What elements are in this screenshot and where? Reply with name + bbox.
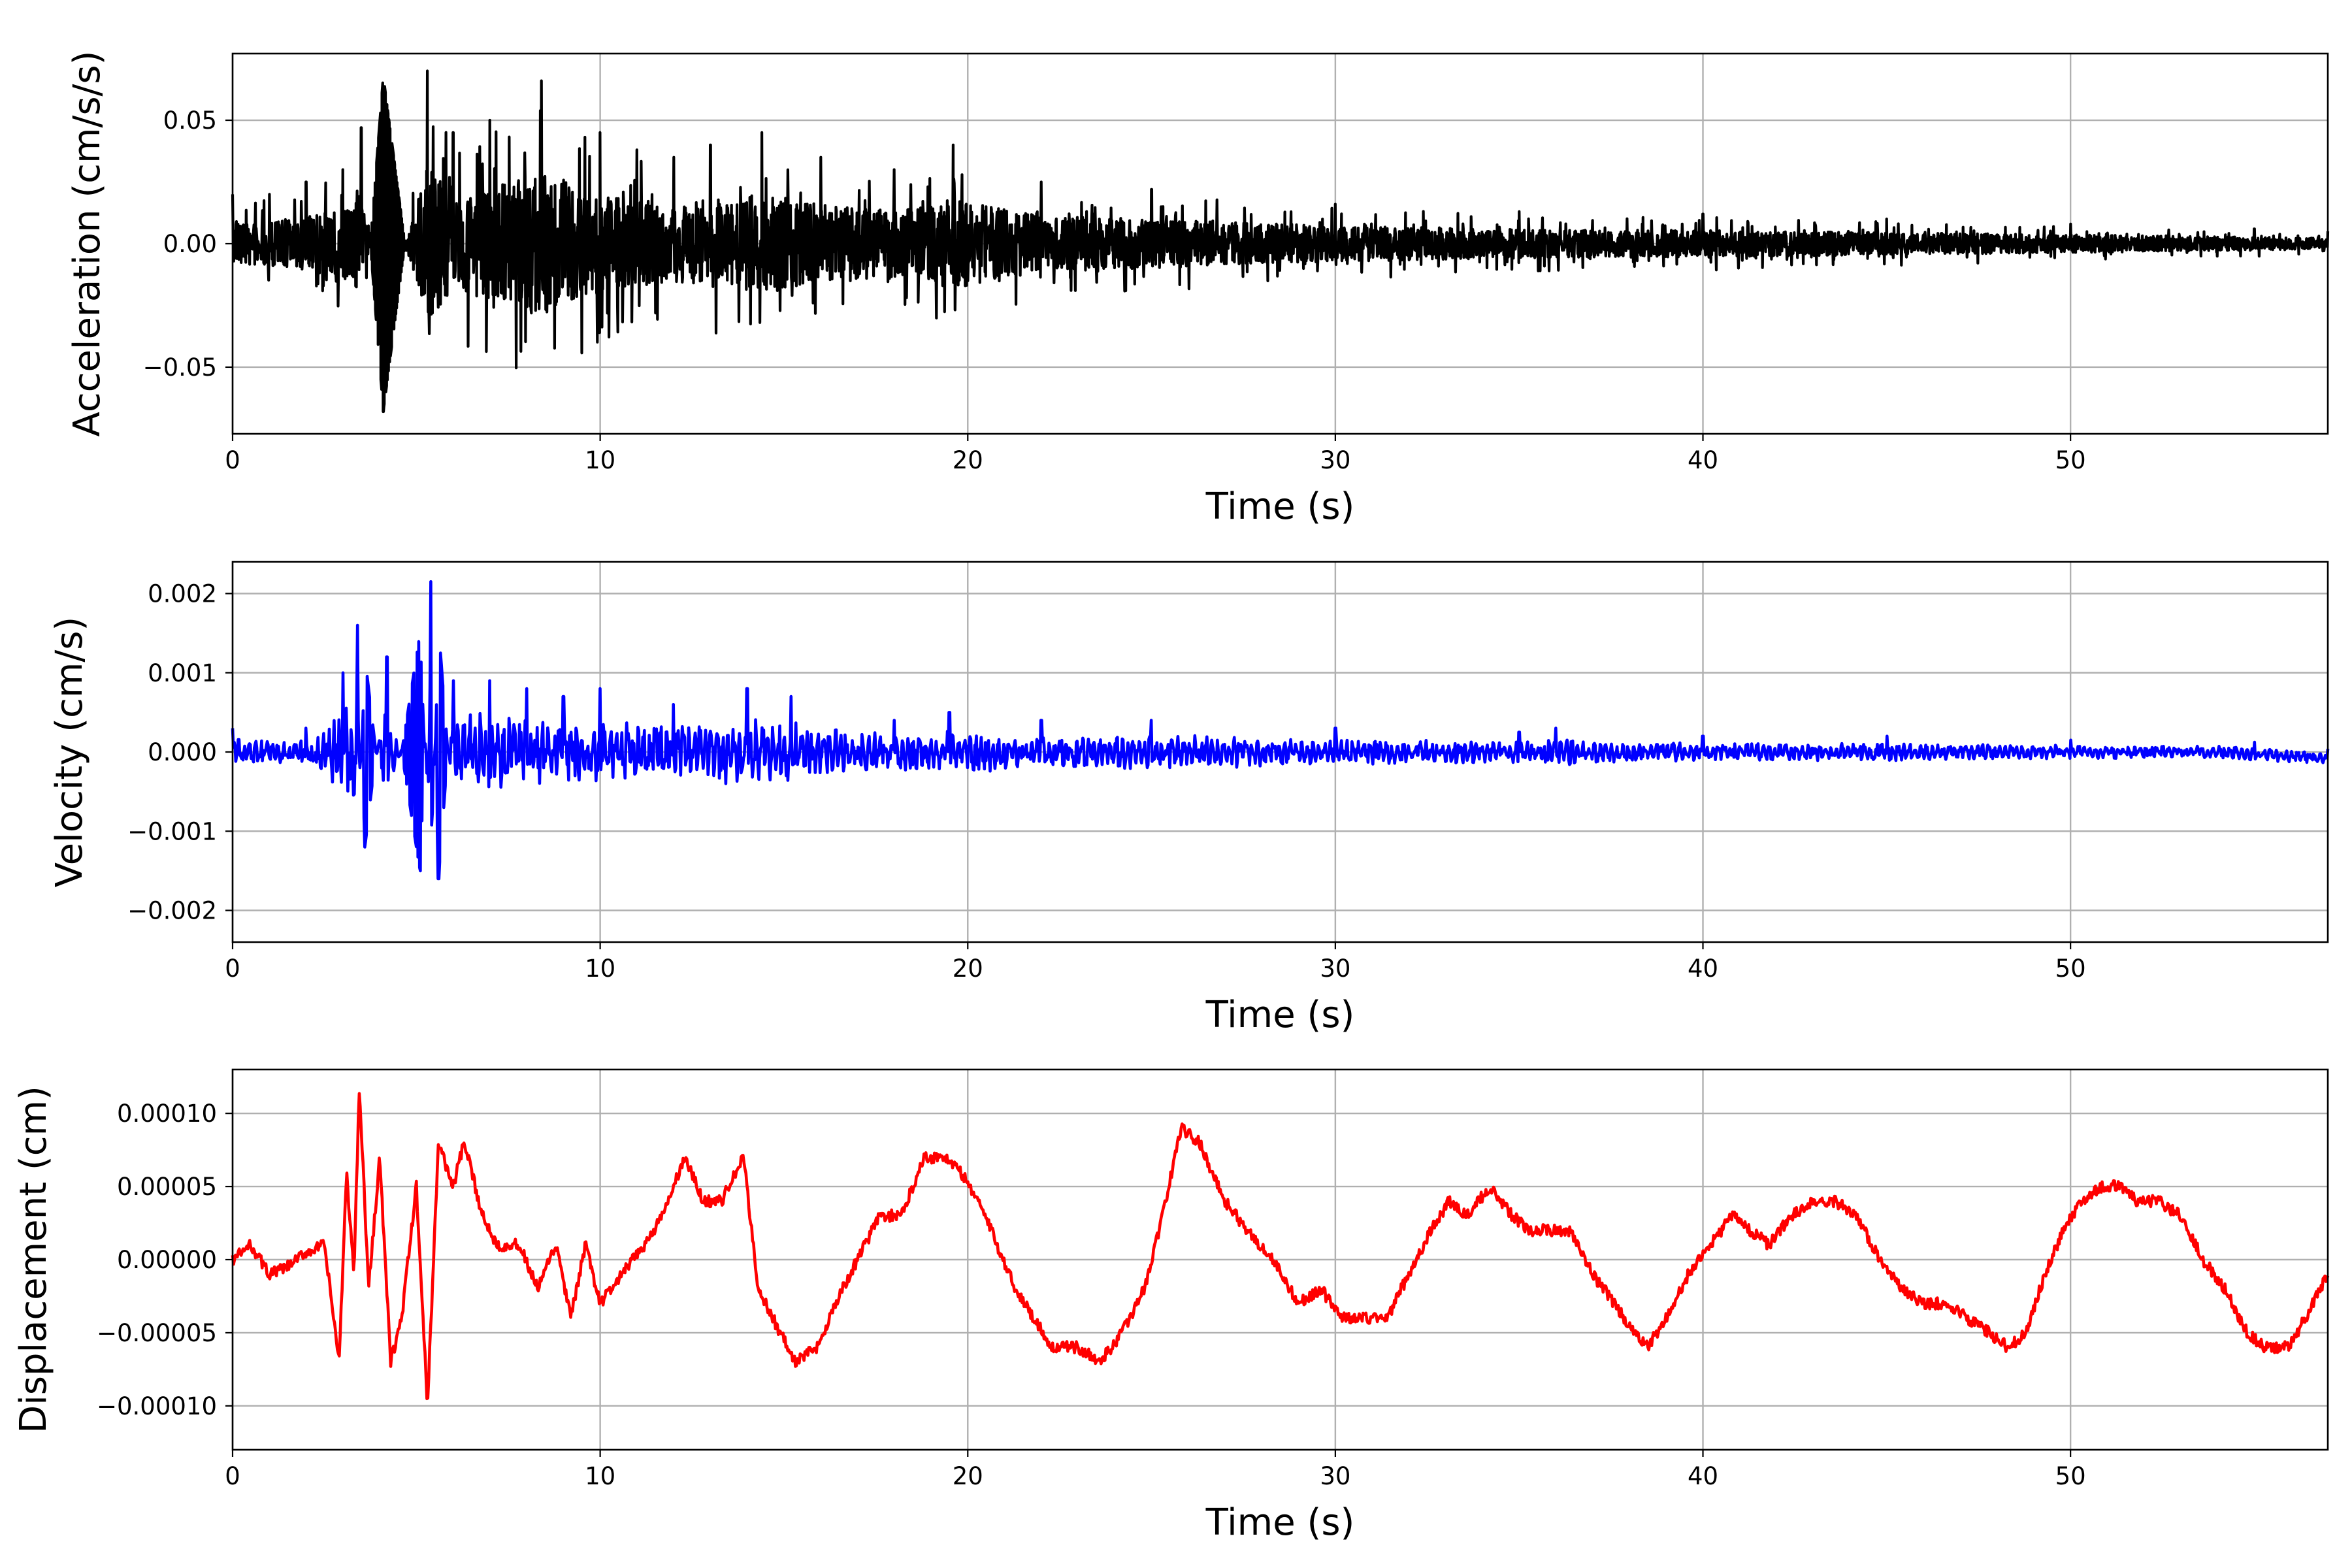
displacement-x-tick-label: 20: [953, 1462, 983, 1490]
displacement-x-tick-label: 0: [225, 1462, 240, 1490]
velocity-y-tick-label: 0.000: [148, 738, 217, 766]
acceleration-x-tick-label: 20: [953, 446, 983, 474]
displacement-x-tick-label: 40: [1688, 1462, 1718, 1490]
velocity-y-axis-label: Velocity (cm/s): [48, 617, 91, 888]
displacement-y-axis-label: Displacement (cm): [12, 1086, 55, 1433]
acceleration-x-tick-label: 50: [2055, 446, 2086, 474]
displacement-x-tick-label: 10: [585, 1462, 615, 1490]
acceleration-x-tick-label: 40: [1688, 446, 1718, 474]
acceleration-x-axis-label: Time (s): [1205, 485, 1355, 528]
velocity-y-tick-label: 0.002: [148, 580, 217, 608]
velocity-y-tick-label: 0.001: [148, 659, 217, 687]
displacement-x-tick-label: 50: [2055, 1462, 2086, 1490]
velocity-x-tick-label: 10: [585, 955, 615, 983]
velocity-x-tick-label: 30: [1320, 955, 1350, 983]
displacement-y-tick-label: 0.00010: [117, 1100, 217, 1128]
velocity-y-tick-label: −0.001: [127, 817, 217, 845]
displacement-y-tick-label: 0.00005: [117, 1173, 217, 1201]
velocity-subplot: 0 10 20 30 40 50 −0.002 −0.001 0.000 0.001 0.002 T…: [48, 561, 2330, 1036]
displacement-y-tick-label: −0.00010: [97, 1392, 217, 1420]
velocity-x-tick-label: 40: [1688, 955, 1718, 983]
displacement-subplot: 0 10 20 30 40 50 −0.00010 −0.00005 0.00000 0.0000…: [12, 1068, 2330, 1544]
displacement-series-line: [231, 1092, 2330, 1401]
velocity-x-tick-label: 20: [953, 955, 983, 983]
velocity-x-tick-label: 50: [2055, 955, 2086, 983]
velocity-series-line: [231, 580, 2330, 881]
acceleration-series-line: [231, 69, 2330, 414]
acceleration-x-tick-label: 10: [585, 446, 615, 474]
acceleration-x-tick-label: 0: [225, 446, 240, 474]
velocity-y-tick-label: −0.002: [127, 897, 217, 925]
displacement-x-tick-label: 30: [1320, 1462, 1350, 1490]
velocity-x-axis-label: Time (s): [1205, 994, 1355, 1036]
acceleration-y-tick-label: −0.05: [143, 353, 217, 382]
displacement-y-tick-label: 0.00000: [117, 1246, 217, 1274]
acceleration-y-tick-label: 0.05: [163, 106, 217, 135]
displacement-x-axis-label: Time (s): [1205, 1501, 1355, 1544]
acceleration-subplot: 0 10 20 30 40 50 −0.05 0.00 0.05 Time (s) Accele…: [66, 51, 2330, 528]
acceleration-x-tick-label: 30: [1320, 446, 1350, 474]
acceleration-y-axis-label: Acceleration (cm/s/s): [66, 51, 108, 437]
displacement-y-tick-label: −0.00005: [97, 1319, 217, 1347]
velocity-x-tick-label: 0: [225, 955, 240, 983]
acceleration-y-tick-label: 0.00: [163, 230, 217, 258]
